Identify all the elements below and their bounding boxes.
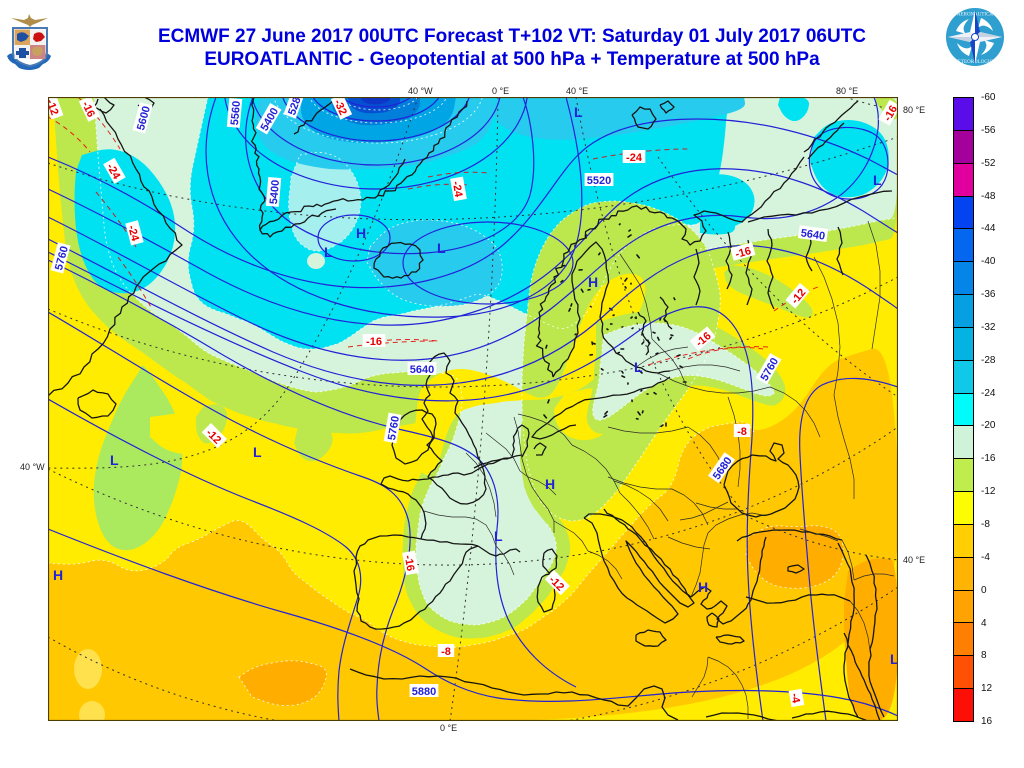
svg-text:5640: 5640 xyxy=(800,227,826,242)
svg-text:L: L xyxy=(437,240,446,256)
svg-text:5520: 5520 xyxy=(587,175,611,187)
svg-text:H: H xyxy=(698,579,708,595)
svg-text:-24: -24 xyxy=(125,224,141,243)
svg-text:L: L xyxy=(324,244,333,260)
svg-text:-12: -12 xyxy=(48,98,60,117)
svg-text:H: H xyxy=(545,476,555,492)
svg-text:5640: 5640 xyxy=(410,364,434,376)
svg-text:H: H xyxy=(53,567,63,583)
svg-text:L: L xyxy=(494,528,503,544)
svg-text:5400: 5400 xyxy=(268,179,282,204)
svg-text:5880: 5880 xyxy=(412,686,436,698)
svg-text:5760: 5760 xyxy=(386,415,402,441)
svg-text:5560: 5560 xyxy=(229,100,243,125)
svg-text:H: H xyxy=(356,225,366,241)
svg-text:-24: -24 xyxy=(450,180,465,199)
svg-text:-16: -16 xyxy=(734,245,752,261)
svg-text:-8: -8 xyxy=(441,646,451,658)
svg-text:H: H xyxy=(588,274,598,290)
svg-text:-8: -8 xyxy=(737,426,747,438)
svg-text:-4: -4 xyxy=(788,692,802,705)
svg-text:-16: -16 xyxy=(366,336,382,348)
svg-text:-16: -16 xyxy=(882,104,898,124)
svg-text:L: L xyxy=(890,651,898,667)
svg-text:L: L xyxy=(574,104,583,120)
svg-text:-24: -24 xyxy=(626,152,643,164)
svg-text:-16: -16 xyxy=(402,554,417,572)
svg-text:L: L xyxy=(110,452,119,468)
svg-text:L: L xyxy=(253,444,262,460)
svg-text:L: L xyxy=(873,172,882,188)
svg-text:L: L xyxy=(634,359,643,375)
